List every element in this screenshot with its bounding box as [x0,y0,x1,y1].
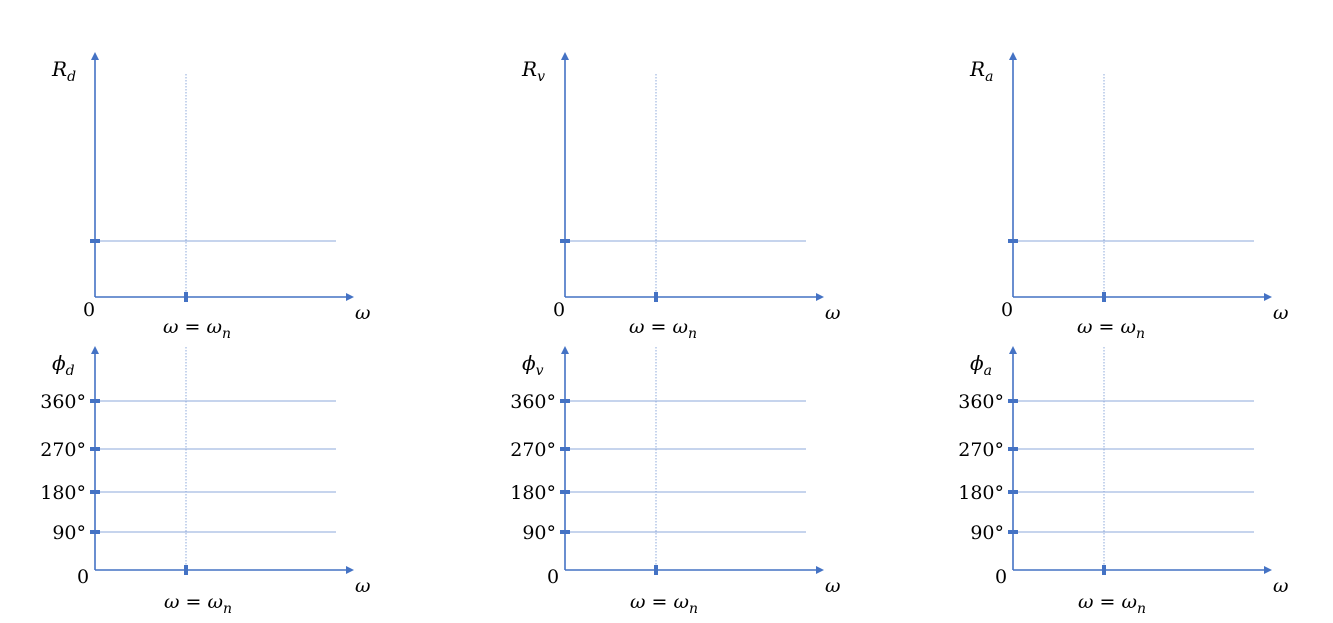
resonance-label-eq: = [1093,591,1121,613]
resonance-label: ω = ωn [164,591,232,617]
y-axis-label: ϕv [522,351,544,379]
origin-label: 0 [83,299,95,321]
y-axis-label: ϕd [52,351,75,379]
y-axis-label: ϕa [970,351,992,379]
y-axis-label-sub: v [536,363,544,379]
y-axis-label-main: R [521,57,537,81]
resonance-label-rhs: ω [207,591,223,613]
resonance-label-rhs: ω [206,316,222,338]
origin-label: 0 [77,566,89,588]
phase-tick-label: 180° [510,482,556,504]
y-axis-label-main: ϕ [52,351,66,375]
phase-tick-label: 90° [522,522,556,544]
resonance-label-eq: = [645,591,673,613]
x-axis-label: ω [825,575,841,597]
resonance-label-eq: = [178,316,206,338]
y-tick [1008,239,1018,243]
y-axis-label-sub: a [985,69,993,85]
phase-tick-label: 180° [40,482,86,504]
resonance-label-lhs: ω [164,591,180,613]
phase-tick-label: 360° [958,391,1004,413]
resonance-label-eq: = [1092,316,1120,338]
resonance-label-rhs: ω [1121,591,1137,613]
resonance-label-rhs: ω [673,591,689,613]
resonance-label: ω = ωn [1078,591,1146,617]
resonance-tick [654,565,658,575]
phase-tick-label: 270° [40,439,86,461]
phase-tick-label: 270° [510,439,556,461]
resonance-tick [1102,565,1106,575]
x-axis-label: ω [355,302,371,324]
y-axis-label: Rv [521,57,545,85]
resonance-label-lhs: ω [629,316,645,338]
resonance-tick [1102,292,1106,302]
resonance-label-sub: n [222,326,231,342]
y-axis-label: Rd [51,57,76,85]
phase-tick-label: 360° [510,391,556,413]
y-tick [560,239,570,243]
y-axis-label-main: R [969,57,985,81]
x-axis-label: ω [355,575,371,597]
origin-label: 0 [995,566,1007,588]
resonance-label-lhs: ω [163,316,179,338]
y-axis-label-sub: d [67,69,76,85]
x-axis-label: ω [1273,575,1289,597]
resonance-label-lhs: ω [1078,591,1094,613]
resonance-label: ω = ωn [629,316,697,342]
y-axis-label-main: ϕ [970,351,984,375]
resonance-label-eq: = [644,316,672,338]
resonance-label-sub: n [688,326,697,342]
x-axis-label: ω [825,302,841,324]
y-axis-label-sub: d [66,363,75,379]
y-tick [90,239,100,243]
resonance-label-sub: n [223,601,232,617]
phase-tick-label: 180° [958,482,1004,504]
resonance-label-eq: = [179,591,207,613]
resonance-tick [654,292,658,302]
y-axis-label-main: R [51,57,67,81]
resonance-label-sub: n [689,601,698,617]
y-axis-label: Ra [969,57,993,85]
origin-label: 0 [553,299,565,321]
y-axis-label-sub: v [537,69,545,85]
phase-tick-label: 360° [40,391,86,413]
phase-tick-label: 90° [52,522,86,544]
resonance-label-rhs: ω [1120,316,1136,338]
resonance-label: ω = ωn [630,591,698,617]
resonance-label-lhs: ω [630,591,646,613]
origin-label: 0 [547,566,559,588]
y-axis-label-sub: a [984,363,992,379]
resonance-label-sub: n [1137,601,1146,617]
resonance-label-lhs: ω [1077,316,1093,338]
y-axis-label-main: ϕ [522,351,536,375]
phase-tick-label: 270° [958,439,1004,461]
resonance-label-sub: n [1136,326,1145,342]
origin-label: 0 [1001,299,1013,321]
resonance-label: ω = ωn [163,316,231,342]
phase-tick-label: 90° [970,522,1004,544]
resonance-tick [184,292,188,302]
resonance-tick [184,565,188,575]
resonance-label: ω = ωn [1077,316,1145,342]
x-axis-label: ω [1273,302,1289,324]
resonance-label-rhs: ω [672,316,688,338]
